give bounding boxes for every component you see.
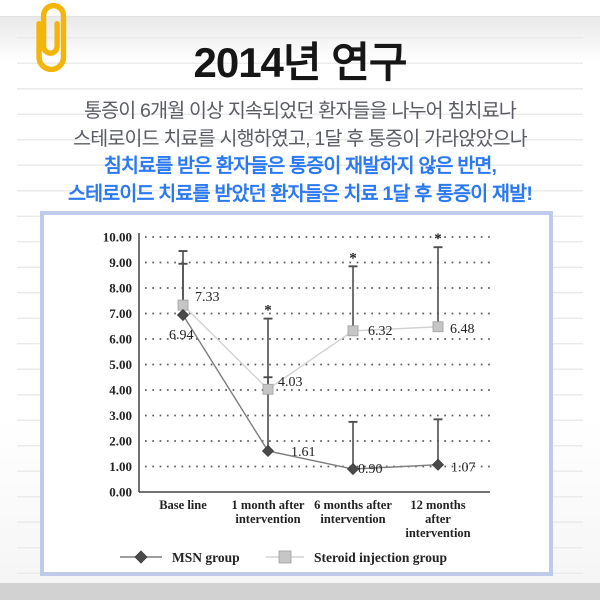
description-line-3: 침치료를 받은 환자들은 통증이 재발하지 않은 반면,	[103, 155, 497, 177]
svg-text:6.48: 6.48	[450, 322, 475, 337]
svg-text:*: *	[434, 231, 442, 247]
svg-text:10.00: 10.00	[103, 230, 132, 245]
svg-text:1.00: 1.00	[109, 459, 132, 474]
svg-text:*: *	[264, 303, 272, 319]
svg-text:0.90: 0.90	[358, 462, 383, 477]
svg-text:3.00: 3.00	[109, 408, 132, 423]
svg-text:2.00: 2.00	[109, 434, 132, 449]
svg-text:*: *	[349, 250, 357, 266]
top-shade-band	[0, 16, 600, 63]
svg-text:6.00: 6.00	[109, 332, 132, 347]
svg-text:6.32: 6.32	[368, 324, 393, 339]
svg-text:4.00: 4.00	[109, 383, 132, 398]
description-block: 통증이 6개월 이상 지속되었던 환자들을 나누어 침치료나 스테로이드 치료를…	[0, 98, 600, 208]
svg-text:9.00: 9.00	[109, 255, 132, 270]
svg-text:5.00: 5.00	[109, 357, 132, 372]
svg-text:Base line: Base line	[159, 498, 207, 512]
description-line-1: 통증이 6개월 이상 지속되었던 환자들을 나누어 침치료나	[84, 100, 517, 122]
svg-text:1.07: 1.07	[451, 461, 476, 476]
description-line-4: 스테로이드 치료를 받았던 환자들은 치료 1달 후 통증이 재발!	[67, 182, 533, 205]
svg-text:7.33: 7.33	[195, 290, 220, 305]
paperclip-icon	[36, 2, 67, 73]
description-line-2: 스테로이드 치료를 시행하였고, 1달 후 통증이 가라앉았으나	[73, 127, 528, 150]
svg-text:7.00: 7.00	[109, 306, 132, 321]
footer-bar	[0, 583, 600, 600]
svg-text:4.03: 4.03	[278, 375, 303, 390]
svg-text:1.61: 1.61	[291, 445, 316, 460]
vas-outcome-line-chart: 0.00 1.00 2.00 3.00 4.00 5.00 6.00 7.00 8.00 9.00…	[103, 230, 490, 565]
chart-panel: 0.00 1.00 2.00 3.00 4.00 5.00 6.00 7.00 8.00 9.00…	[40, 211, 553, 576]
svg-text:MSN group: MSN group	[172, 550, 240, 565]
page-title: 2014년 연구	[193, 39, 407, 86]
svg-text:6.94: 6.94	[169, 328, 194, 343]
svg-text:Steroid injection group: Steroid injection group	[314, 550, 447, 565]
svg-text:8.00: 8.00	[109, 281, 132, 296]
svg-text:0.00: 0.00	[109, 485, 132, 500]
